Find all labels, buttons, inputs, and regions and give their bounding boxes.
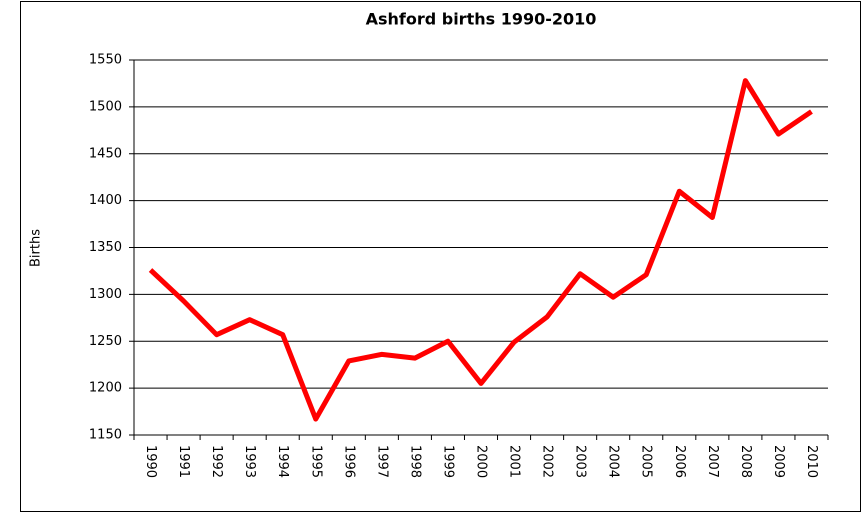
x-tick-label: 2005	[639, 445, 654, 478]
x-tick-label: 2002	[540, 445, 555, 478]
x-tick-label: 1990	[143, 445, 158, 478]
y-tick-label: 1250	[89, 334, 122, 349]
x-tick-label: 1991	[176, 445, 191, 478]
y-tick-label: 1300	[89, 287, 122, 302]
x-tick-label: 2000	[474, 445, 489, 478]
x-tick-label: 1998	[407, 445, 422, 478]
x-tick-label: 2004	[606, 445, 621, 478]
x-tick-label: 2006	[672, 445, 687, 478]
y-tick-label: 1350	[89, 240, 122, 255]
x-tick-label: 1999	[440, 445, 455, 478]
x-tick-label: 1995	[308, 445, 323, 478]
x-tick-label: 2001	[507, 445, 522, 478]
y-axis-label: Births	[29, 229, 44, 267]
x-tick-label: 1992	[209, 445, 224, 478]
x-tick-label: 1996	[341, 445, 356, 478]
y-tick-label: 1400	[89, 193, 122, 208]
chart-title: Ashford births 1990-2010	[366, 10, 597, 29]
y-tick-label: 1150	[89, 428, 122, 443]
line	[148, 78, 813, 422]
x-tick-label: 1993	[242, 445, 257, 478]
x-tick-label: 1997	[374, 445, 389, 478]
x-tick-label: 2010	[804, 445, 819, 478]
y-tick-label: 1450	[89, 146, 122, 161]
y-tick-label: 1200	[89, 381, 122, 396]
x-tick-label: 1994	[275, 445, 290, 478]
x-tick-label: 2009	[771, 445, 786, 478]
y-tick-label: 1550	[89, 53, 122, 68]
chart-border	[20, 1, 861, 512]
x-tick-label: 2003	[573, 445, 588, 478]
x-tick-label: 2008	[738, 445, 753, 478]
x-tick-label: 2007	[705, 445, 720, 478]
y-tick-label: 1500	[89, 99, 122, 114]
